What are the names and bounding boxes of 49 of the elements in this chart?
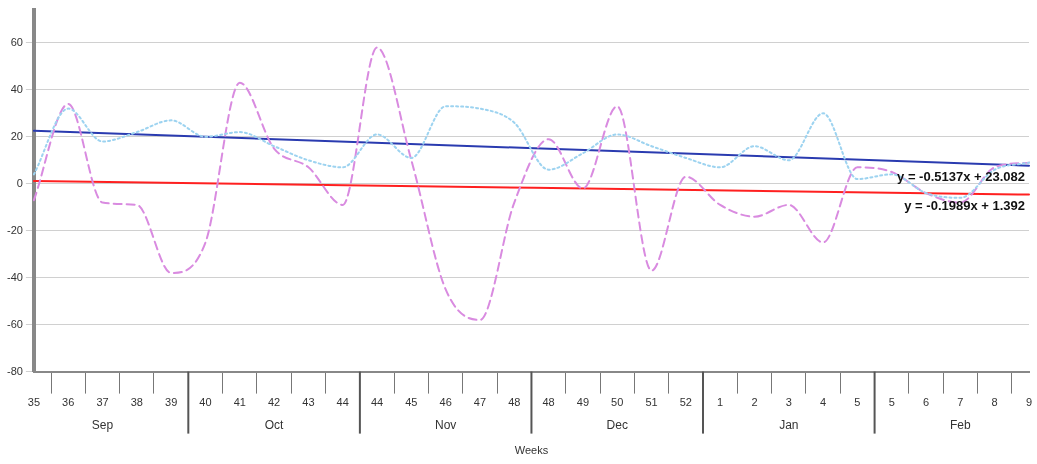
x-tick-label: 48: [508, 396, 521, 409]
text: Oct: [264, 417, 285, 432]
x-tick-label: 37: [96, 396, 109, 409]
x-tick-label: 1: [717, 396, 724, 409]
x-tick-label: 39: [165, 396, 178, 409]
x-tick-label: 50: [611, 396, 624, 409]
x-tick-label: 46: [439, 396, 452, 409]
y-tick-label: -60: [6, 317, 23, 330]
x-tick-label: 44: [370, 396, 384, 409]
y-tick-label: 40: [10, 82, 23, 95]
x-tick-label: 3: [785, 396, 792, 409]
x-tick-label: 4: [820, 396, 827, 409]
x-tick-label: 43: [302, 396, 315, 409]
x-tick-label: 2: [751, 396, 758, 409]
text: Jan: [779, 417, 799, 432]
x-tick-label: 51: [645, 396, 658, 409]
x-tick-label: 38: [130, 396, 143, 409]
x-tick-label: 6: [923, 396, 930, 409]
y-tick-label: -20: [6, 223, 23, 236]
text: Dec: [606, 417, 628, 432]
x-tick-label: 7: [957, 396, 964, 409]
x-tick-label: 5: [854, 396, 861, 409]
annotation: y = -0.1989x + 1.392: [904, 198, 1025, 214]
x-tick-label: 49: [576, 396, 590, 409]
annotation: y = -0.5137x + 23.082: [897, 169, 1025, 185]
x-tick-label: 47: [473, 396, 487, 409]
text: Nov: [434, 417, 457, 432]
x-tick-label: 52: [679, 396, 692, 409]
text: Feb: [950, 417, 972, 432]
x-tick-label: 35: [27, 396, 41, 409]
text: Sep: [91, 417, 114, 432]
y-tick-label: 20: [10, 129, 23, 142]
x-tick-label: 41: [233, 396, 246, 409]
x-tick-label: 8: [991, 396, 998, 409]
x-tick-label: 42: [267, 396, 281, 409]
y-tick-label: 0: [16, 176, 23, 189]
y-tick-label: -80: [6, 364, 23, 377]
x-tick-label: 44: [336, 396, 349, 409]
y-tick-label: -40: [6, 270, 23, 283]
y-tick-label: 60: [10, 35, 23, 48]
x-tick-label: 48: [542, 396, 555, 409]
x-tick-label: 5: [888, 396, 895, 409]
line-series: [32, 46, 1030, 321]
x-tick-label: 45: [405, 396, 418, 409]
x-axis-title: Weeks: [514, 444, 549, 457]
x-tick-label: 36: [62, 396, 75, 409]
line-series: [32, 105, 1030, 199]
x-tick-label: 9: [1025, 396, 1033, 409]
x-tick-label: 40: [199, 396, 212, 409]
